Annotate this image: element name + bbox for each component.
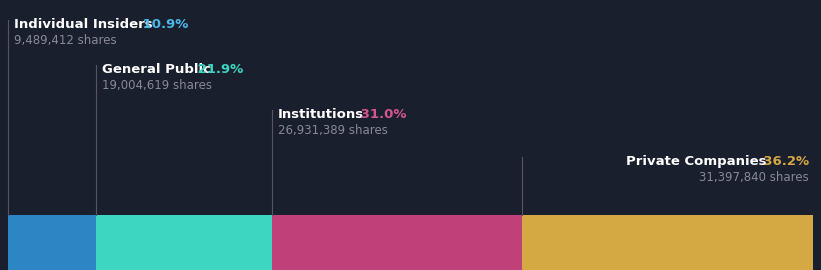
Text: Individual Insiders 10.9%: Individual Insiders 10.9% [14,18,203,31]
Bar [272,215,521,270]
Bar [521,215,813,270]
Text: Individual Insiders: Individual Insiders [14,18,153,31]
Bar [96,215,272,270]
Text: 26,931,389 shares: 26,931,389 shares [278,124,388,137]
Text: 36.2%: 36.2% [754,155,809,168]
Text: 31.0%: 31.0% [356,108,406,121]
Text: 9,489,412 shares: 9,489,412 shares [14,34,117,47]
Text: Institutions: Institutions [278,108,365,121]
Text: General Public: General Public [102,63,211,76]
Text: 21.9%: 21.9% [193,63,243,76]
Bar [8,215,96,270]
Text: General Public 21.9%: General Public 21.9% [102,63,261,76]
Text: Institutions 31.0%: Institutions 31.0% [278,108,415,121]
Text: Private Companies: Private Companies [626,155,766,168]
Text: 31,397,840 shares: 31,397,840 shares [699,171,809,184]
Text: 19,004,619 shares: 19,004,619 shares [102,79,212,92]
Text: 10.9%: 10.9% [137,18,188,31]
